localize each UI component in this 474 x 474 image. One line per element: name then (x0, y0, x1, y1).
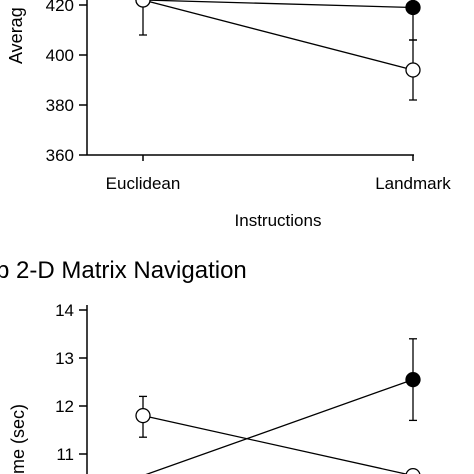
panel-a-series-1-line (142, 0, 414, 71)
panel-b-series-0-point-1 (405, 467, 421, 474)
panel-b-y-tick-label-1: 12 (55, 397, 74, 416)
panel-a-series-0-point-1 (405, 0, 421, 16)
panel-a-y-tick-label-1: 380 (46, 96, 74, 115)
panel-b-series-0-point-0 (135, 407, 151, 424)
panel-a-y-tick-label-3: 420 (46, 0, 74, 15)
panel-a-series-0-line (142, 0, 414, 9)
panel-a-series-1-point-0 (135, 0, 151, 8)
panel-a-y-tick-label-2: 400 (46, 46, 74, 65)
panel-a-series-1-point-1 (405, 62, 421, 78)
panel-b-y-axis-label: me (sec) (8, 404, 28, 474)
panel-a-y-tick-label-0: 360 (46, 146, 74, 165)
panel-a-category-label-0: Euclidean (106, 174, 181, 193)
panel-a-category-label-1: Landmark (375, 174, 451, 193)
panel-b-y-tick-label-3: 14 (55, 301, 74, 320)
panel-b-series-1-point-1 (405, 371, 421, 388)
panel-b-y-tick-label-0: 11 (56, 445, 74, 464)
panel-b-y-tick-label-2: 13 (55, 349, 74, 368)
panel-b-series-0-line (142, 414, 409, 474)
panel-b-title: b 2-D Matrix Navigation (0, 257, 247, 284)
panel-b: b 2-D Matrix Navigation me (sec) 11 12 13 1… (0, 257, 421, 474)
panel-a-y-axis-label: Averag (6, 7, 26, 64)
panel-a: Averag Euclidean Landmark Instructions 3… (6, 0, 451, 230)
panel-a-x-axis-label: Instructions (235, 211, 322, 230)
panel-b-series-1-line (145, 378, 414, 474)
